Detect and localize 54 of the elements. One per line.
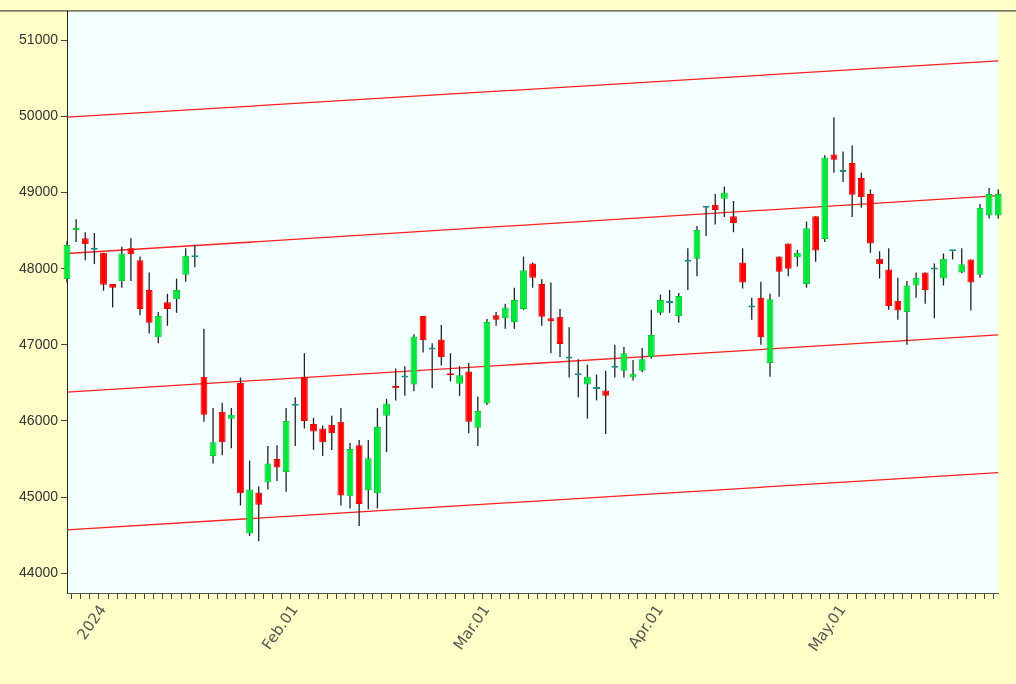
y-tick-label: 46000 [19,411,59,428]
y-tick-label: 51000 [19,31,59,48]
candlestick [730,200,737,233]
candlestick [940,252,947,287]
candlestick [209,407,217,465]
candlestick [711,193,719,226]
candlestick [830,116,838,174]
y-tick-label: 45000 [19,487,59,504]
candlestick [437,324,445,367]
y-tick-label: 44000 [19,564,59,581]
y-tick-label: 48000 [19,259,59,276]
candlestick [985,187,993,220]
candlestick [255,485,263,542]
candlestick [81,231,89,261]
candlestick [675,292,683,324]
candlestick [264,445,272,491]
candlestick [227,407,235,450]
candlestick [876,250,883,280]
candlestick [739,247,747,290]
candlestick [510,287,518,330]
candlestick [647,309,655,360]
y-tick-label: 50000 [19,107,59,124]
candlestick [784,242,792,277]
candlestick [154,311,162,344]
candlestick [593,373,600,402]
candlestick [657,293,664,316]
y-tick-label: 47000 [19,335,59,352]
candlestick [501,303,509,330]
candlestick [857,172,865,209]
candlestick [474,395,482,447]
candlestick [383,398,390,453]
candlestick [638,347,646,373]
candlestick [173,277,180,314]
candlestick [529,261,537,289]
candlestick [921,271,929,305]
candlestick [912,271,920,299]
candlestick [310,417,317,451]
candlestick [328,414,336,451]
y-tick-label: 49000 [19,183,59,200]
candlestick [456,365,464,397]
candlestick [967,258,975,312]
candlestick [994,188,1002,220]
candlestick [492,311,500,327]
candlestick [127,237,135,282]
candlestick [894,277,902,321]
candlestick [319,424,327,457]
candlestick [182,247,190,283]
candlestick [720,185,728,218]
candlestick [583,363,591,420]
candlestick [602,370,610,435]
candlestick [547,281,555,354]
candlestick [775,255,783,298]
candlestick [958,247,966,274]
candlestick [164,293,171,327]
